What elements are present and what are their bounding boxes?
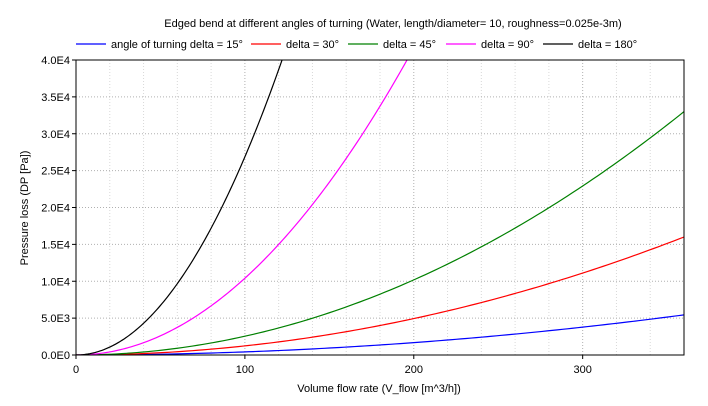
y-tick-label: 1.0E4 bbox=[41, 276, 70, 288]
y-tick-label: 0.0E0 bbox=[41, 350, 70, 362]
y-tick-label: 5.0E3 bbox=[41, 313, 70, 325]
y-tick-label: 4.0E4 bbox=[41, 55, 70, 67]
series-line-3 bbox=[76, 111, 684, 355]
y-tick-label: 2.0E4 bbox=[41, 203, 70, 215]
x-tick-label: 0 bbox=[73, 364, 79, 376]
legend-entry: angle of turning delta = 15° bbox=[111, 39, 243, 51]
grid bbox=[76, 60, 684, 355]
x-tick-label: 100 bbox=[236, 364, 254, 376]
series-line-4 bbox=[76, 60, 408, 355]
legend: angle of turning delta = 15° delta = 30° d… bbox=[76, 39, 637, 51]
x-axis-ticks: 0 100 200 300 bbox=[73, 355, 592, 376]
series-line-2 bbox=[76, 236, 684, 355]
legend-entry: delta = 90° bbox=[481, 39, 534, 51]
series-line-5 bbox=[76, 60, 283, 355]
legend-entry: delta = 30° bbox=[286, 39, 339, 51]
x-tick-label: 300 bbox=[573, 364, 591, 376]
y-tick-label: 1.5E4 bbox=[41, 239, 70, 251]
y-tick-label: 3.5E4 bbox=[41, 92, 70, 104]
y-axis-label: Pressure loss (DP [Pa]) bbox=[19, 151, 31, 266]
y-tick-label: 2.5E4 bbox=[41, 166, 70, 178]
series-line-1 bbox=[76, 314, 684, 355]
y-tick-label: 3.0E4 bbox=[41, 129, 70, 141]
x-axis-label: Volume flow rate (V_flow [m^3/h]) bbox=[297, 383, 461, 395]
x-tick-label: 200 bbox=[405, 364, 423, 376]
chart-title: Edged bend at different angles of turnin… bbox=[164, 18, 621, 30]
series-lines bbox=[76, 60, 684, 355]
legend-entry: delta = 180° bbox=[578, 39, 637, 51]
y-axis-ticks: 0.0E0 5.0E3 1.0E4 1.5E4 2.0E4 2.5E4 3.0E4 3.5E4… bbox=[41, 55, 76, 362]
legend-entry: delta = 45° bbox=[383, 39, 436, 51]
